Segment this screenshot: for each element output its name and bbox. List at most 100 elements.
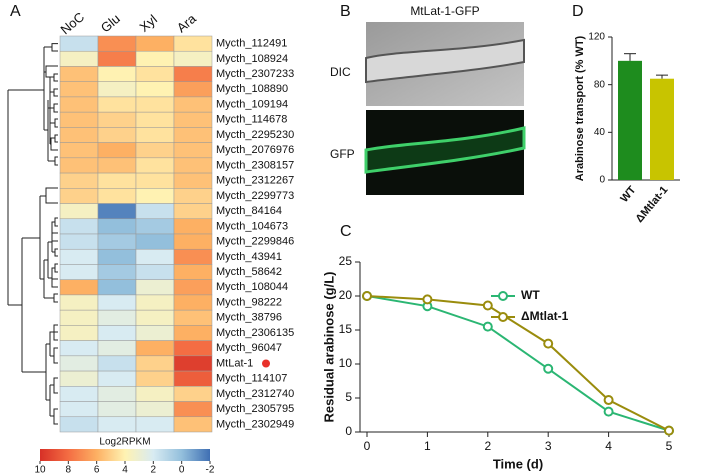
heat-cell [97,157,137,174]
heat-cell [135,218,175,235]
heat-cell [59,218,99,235]
heat-cell [135,279,175,296]
heat-cell [135,325,175,341]
heat-cell [135,111,175,128]
row-label: Mycth_108044 [216,281,288,293]
heat-cell [135,248,175,265]
point [482,321,493,332]
heat-cell [59,50,99,67]
heat-cell [59,416,99,433]
heat-cell [59,325,99,341]
heat-cell [97,279,137,296]
heat-cell [97,248,137,265]
row-label: Mycth_84164 [216,205,282,217]
y-axis-label: Arabinose transport (% WT) [574,35,586,181]
x-tick-label: 3 [545,439,552,453]
column-label: Xyl [137,12,161,35]
row-label: Mycth_2076976 [216,144,294,156]
point [482,300,493,311]
point [603,406,614,417]
heat-cell [173,416,213,433]
point [422,294,433,305]
heat-cell [97,142,137,159]
point [362,291,372,301]
heat-cell [173,248,213,265]
heat-cell [173,81,213,98]
heat-cell [173,111,213,128]
x-axis-label: Time (d) [493,456,543,471]
colorbar-tick-label: 0 [179,465,185,476]
row-label: Mycth_96047 [216,342,282,354]
heat-cell [97,233,137,250]
heat-cell [135,294,175,311]
heat-cell [135,370,175,387]
heat-cell [135,66,175,82]
highlight-dot [262,359,270,368]
heat-cell [135,96,175,113]
heat-cell [135,35,175,52]
colorbar-tick-label: -2 [206,465,215,476]
legend-label: ΔMtlat-1 [521,309,569,323]
row-label: MtLat-1 [216,357,253,369]
x-tick-label: 5 [666,439,673,453]
row-label: Mycth_108890 [216,83,288,95]
heat-cell [173,401,213,418]
panel-letter: A [10,3,21,20]
y-tick-label: 80 [594,79,606,90]
heat-cell [173,188,213,204]
x-tick-label: 4 [605,439,612,453]
heat-cell [135,142,175,159]
series-line [366,295,670,432]
heat-cell [173,264,213,280]
heat-cell [59,279,99,296]
heat-cell [97,355,137,372]
heat-cell [135,264,175,280]
row-label: Mycth_2312740 [216,388,294,400]
heat-cell [173,309,213,326]
series-line [366,295,670,432]
colorbar-tick-label: 2 [151,465,157,476]
colorbar-tick-label: 8 [66,465,72,476]
bar [618,60,642,181]
row-label: Mycth_2305795 [216,403,294,415]
heat-cell [173,172,213,189]
dendrogram [7,43,58,425]
y-tick-label: 0 [345,424,352,438]
heat-cell [97,294,137,311]
row-label: Mycth_58642 [216,266,282,278]
y-tick-label: 20 [339,288,353,302]
heat-cell [59,66,99,82]
heat-cell [135,340,175,357]
y-axis-label: Residual arabinose (g/L) [321,272,336,423]
row-label: Mycth_2307233 [216,68,294,80]
point [664,425,674,436]
y-tick-label: 5 [345,390,352,404]
heat-cell [97,386,137,402]
panel-letter: D [572,3,584,20]
heat-cell [173,279,213,296]
heat-cell [135,203,175,220]
heat-cell [173,325,213,341]
heat-cell [173,157,213,174]
heat-cell [97,81,137,98]
heat-cell [97,172,137,189]
heat-cell [173,340,213,357]
heat-cell [173,96,213,113]
y-tick-label: 40 [594,127,606,138]
heat-cell [135,233,175,250]
x-tick-label: ΔMtlat-1 [633,184,670,225]
y-tick-label: 25 [339,254,353,268]
x-tick-label: WT [618,184,638,205]
heat-cell [59,188,99,204]
row-label: Mycth_2312267 [216,175,294,187]
colorbar-tick-label: 10 [34,465,46,476]
image-label: DIC [330,65,351,79]
y-tick-label: 15 [339,322,353,336]
heat-cell [97,50,137,67]
legend-label: WT [521,288,540,302]
row-label: Mycth_112491 [216,38,287,50]
heat-cell [59,355,99,372]
heat-cell [135,401,175,418]
row-label: Mycth_2308157 [216,159,294,171]
heat-cell [59,111,99,128]
